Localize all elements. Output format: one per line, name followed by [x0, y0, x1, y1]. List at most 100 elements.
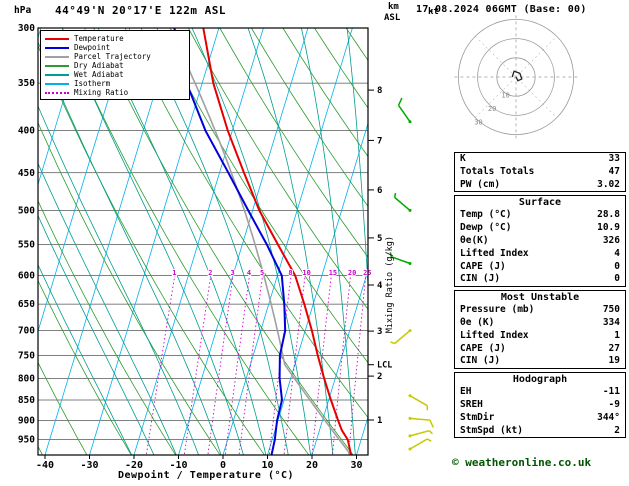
- hodograph-ring-label: 10: [501, 92, 509, 100]
- asl-axis-label: ASL: [384, 13, 401, 23]
- pressure-tick-label: 350: [18, 78, 35, 89]
- legend-swatch-dewpoint: [45, 46, 69, 49]
- table-row: StmSpd (kt) 2: [455, 425, 625, 438]
- temp-tick-label: 0: [220, 460, 226, 471]
- mixing-ratio-value-label: 8: [288, 269, 292, 277]
- metric-value: 19: [608, 355, 620, 367]
- legend-item: Temperature: [45, 34, 185, 43]
- parcel-trajectory-curve: [169, 28, 352, 455]
- metric-value: 0: [614, 260, 620, 272]
- table-row: PW (cm) 3.02: [455, 179, 625, 192]
- legend-swatch-dry_adiabat: [45, 64, 69, 67]
- wind-barb: [393, 192, 412, 212]
- mixing-ratio-value-label: 20: [348, 269, 356, 277]
- pressure-tick-label: 500: [18, 205, 35, 216]
- wind-barb: [408, 429, 434, 438]
- legend-label: Dewpoint: [74, 43, 111, 52]
- legend-item: Parcel Trajectory: [45, 52, 185, 61]
- legend-swatch-parcel: [45, 55, 69, 58]
- indices-table-most-unstable: Most Unstable Pressure (mb) 750 θe (K) 334 Li…: [454, 290, 626, 370]
- mixing-ratio-value-label: 15: [329, 269, 337, 277]
- mixing-ratio-value-label: 25: [363, 269, 371, 277]
- legend-label: Mixing Ratio: [74, 88, 129, 97]
- pressure-tick-label: 600: [18, 271, 35, 282]
- pressure-tick-label: 900: [18, 415, 35, 426]
- metric-label: CAPE (J): [460, 342, 506, 354]
- metric-label: CAPE (J): [460, 260, 506, 272]
- metric-label: θe (K): [460, 316, 495, 328]
- wind-barb: [390, 329, 412, 345]
- copyright: © weatheronline.co.uk: [452, 456, 592, 469]
- pressure-tick-label: 300: [18, 23, 35, 34]
- table-header: Most Unstable: [500, 292, 580, 304]
- metric-value: 344°: [597, 411, 620, 423]
- plot-border: [37, 27, 369, 456]
- temp-tick-label: -40: [36, 460, 54, 471]
- dry-adiabat-lines: [38, 28, 368, 455]
- metric-label: Lifted Index: [460, 247, 529, 259]
- metric-value: 326: [602, 234, 620, 246]
- metric-label: EH: [460, 386, 472, 398]
- mixing-ratio-value-label: 3: [231, 269, 235, 277]
- indices-panel: K 33 Totals Totals 47 PW (cm) 3.02 Surface Temp…: [454, 152, 626, 441]
- metric-value: 27: [608, 342, 620, 354]
- legend: Temperature Dewpoint Parcel Trajectory Dry …: [40, 30, 190, 100]
- legend-item: Dewpoint: [45, 43, 185, 52]
- metric-value: 2: [614, 424, 620, 436]
- hodograph-ring-label: 30: [474, 119, 482, 127]
- table-row: StmDir 344°: [455, 412, 625, 425]
- table-header: Hodograph: [512, 374, 568, 386]
- metric-value: 0: [614, 273, 620, 285]
- table-row: EH -11: [455, 386, 625, 399]
- table-header: Surface: [518, 197, 562, 209]
- wind-barb: [408, 394, 429, 411]
- legend-swatch-temperature: [45, 37, 69, 40]
- metric-label: θe(K): [460, 234, 489, 246]
- legend-item: Dry Adiabat: [45, 61, 185, 70]
- hodograph-ring-label: 20: [488, 105, 496, 113]
- metric-label: SREH: [460, 398, 483, 410]
- pressure-tick-label: 550: [18, 240, 35, 251]
- table-row: CAPE (J) 27: [455, 343, 625, 356]
- temp-tick-label: 20: [306, 460, 318, 471]
- metric-value: 4: [614, 247, 620, 259]
- pressure-tick-label: 450: [18, 168, 35, 179]
- legend-label: Dry Adiabat: [74, 61, 124, 70]
- hodograph-plot: 10 20 30: [454, 15, 578, 139]
- lcl-label: LCL: [377, 361, 392, 371]
- indices-table: K 33 Totals Totals 47 PW (cm) 3.02: [454, 152, 626, 193]
- table-row: Temp (°C) 28.8: [455, 209, 625, 222]
- pressure-tick-label: 850: [18, 395, 35, 406]
- temp-tick-label: -10: [169, 460, 187, 471]
- temp-tick-label: 30: [350, 460, 362, 471]
- hodograph-trace: [511, 70, 523, 82]
- km-axis-label: km: [388, 2, 399, 12]
- legend-label: Temperature: [74, 34, 124, 43]
- table-row: θe (K) 334: [455, 317, 625, 330]
- legend-label: Parcel Trajectory: [74, 52, 151, 61]
- pressure-axis-unit-label: hPa: [14, 5, 32, 16]
- mixing-ratio-value-label: 10: [302, 269, 310, 277]
- wind-barb: [389, 252, 412, 265]
- table-row: SREH -9: [455, 399, 625, 412]
- dewpoint-curve: [173, 28, 287, 455]
- temp-tick-label: -20: [125, 460, 143, 471]
- table-row: Lifted Index 1: [455, 330, 625, 343]
- metric-label: CIN (J): [460, 355, 501, 367]
- pressure-tick-label: 650: [18, 299, 35, 310]
- metric-label: K: [460, 153, 466, 164]
- wind-barb: [408, 438, 432, 451]
- pressure-tick-label: 700: [18, 326, 35, 337]
- table-row: CIN (J) 19: [455, 355, 625, 368]
- pressure-tick-label: 750: [18, 350, 35, 361]
- table-row: CAPE (J) 0: [455, 261, 625, 274]
- mixing-ratio-value-label: 1: [172, 269, 176, 277]
- table-row: K 33: [455, 153, 625, 166]
- km-tick-label: 5: [377, 234, 382, 244]
- wind-barb: [397, 97, 412, 124]
- pressure-tick-label: 400: [18, 126, 35, 137]
- metric-label: Lifted Index: [460, 329, 529, 341]
- table-row: Dewp (°C) 10.9: [455, 222, 625, 235]
- km-tick-label: 3: [377, 327, 382, 337]
- wind-barb: [408, 416, 434, 428]
